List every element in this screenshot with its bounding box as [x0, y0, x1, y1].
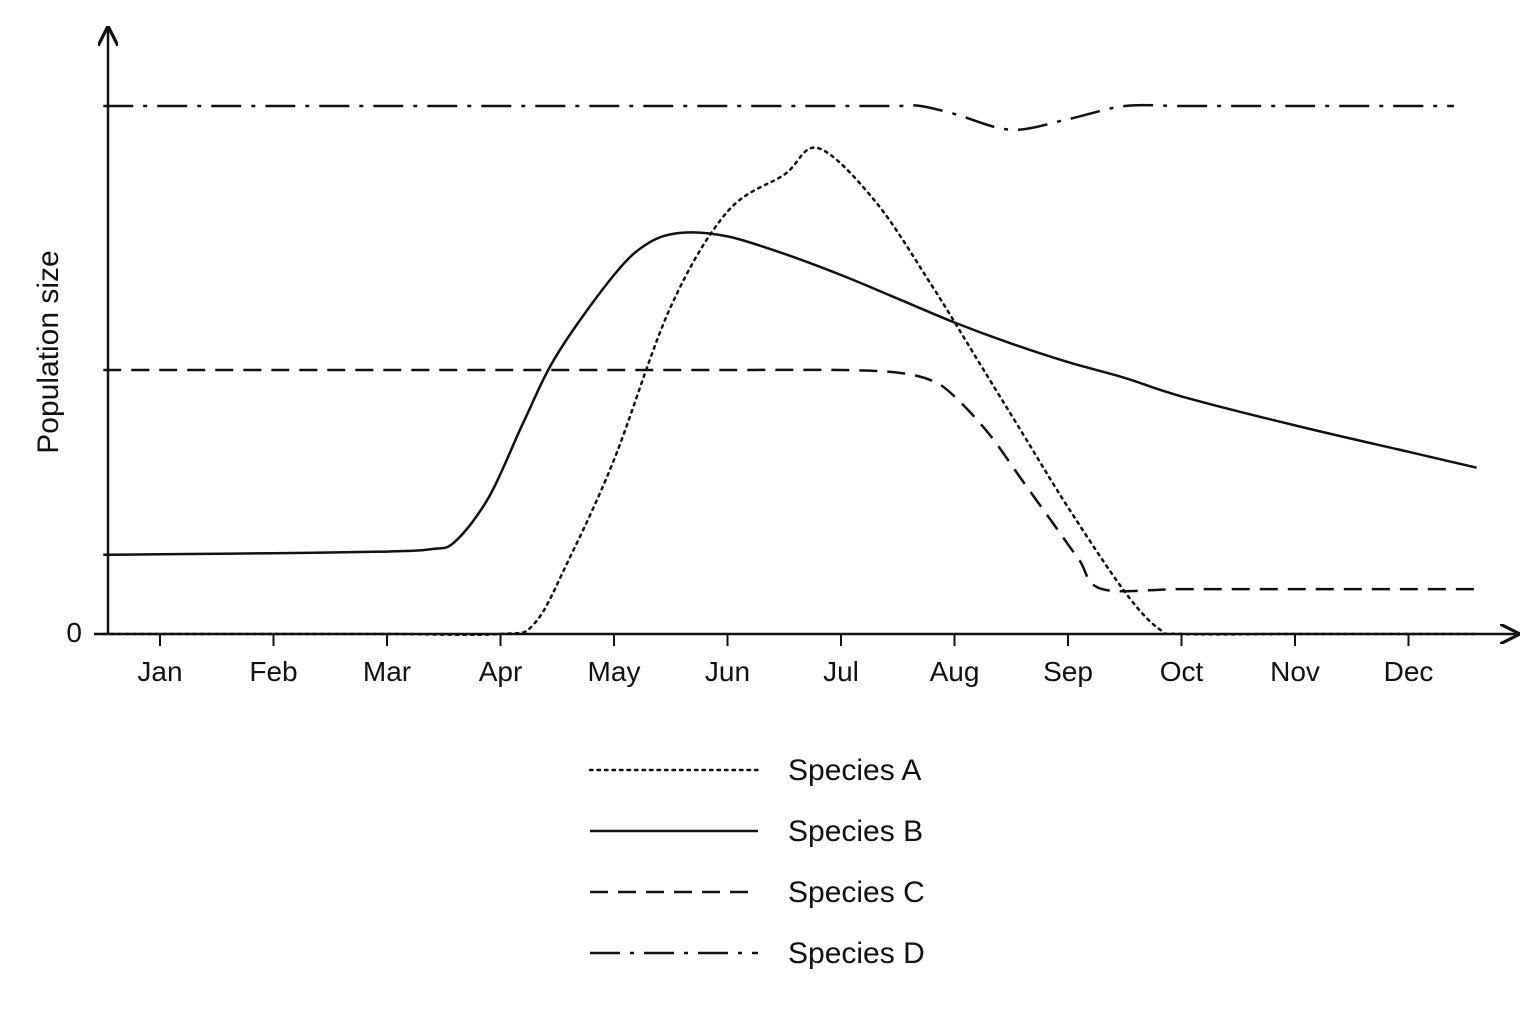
- x-tick-label: Aug: [930, 656, 980, 687]
- x-tick-label: May: [588, 656, 641, 687]
- legend-label: Species A: [788, 754, 921, 787]
- legend-label: Species C: [788, 876, 925, 909]
- x-tick-label: Oct: [1160, 656, 1204, 687]
- series-line-species-b: [103, 231, 1477, 557]
- x-tick-label: Jan: [137, 656, 182, 687]
- y-tick-label: 0: [66, 617, 82, 648]
- x-tick-label: Apr: [479, 656, 523, 687]
- x-tick-label: Mar: [363, 656, 411, 687]
- series-lines: [102, 103, 1478, 637]
- series-line-species-a: [102, 146, 1478, 637]
- series-line-species-c: [103, 368, 1477, 593]
- x-tick-label: Dec: [1384, 656, 1434, 687]
- plot-area: [102, 103, 1478, 637]
- x-tick-label: Feb: [249, 656, 297, 687]
- x-tick-label: Nov: [1270, 656, 1320, 687]
- x-tick-label: Jul: [823, 656, 859, 687]
- y-axis-title: Population size: [32, 250, 65, 453]
- x-ticks: Jan Feb Mar Apr May Jun Jul Aug Sep Oct Nov Dec: [137, 634, 1433, 687]
- x-tick-label: Jun: [705, 656, 750, 687]
- legend-label: Species B: [788, 815, 923, 848]
- series-line-species-d: [103, 103, 1454, 132]
- legend: Species A Species B Species C Species D: [588, 754, 925, 970]
- x-tick-label: Sep: [1043, 656, 1093, 687]
- legend-label: Species D: [788, 937, 925, 970]
